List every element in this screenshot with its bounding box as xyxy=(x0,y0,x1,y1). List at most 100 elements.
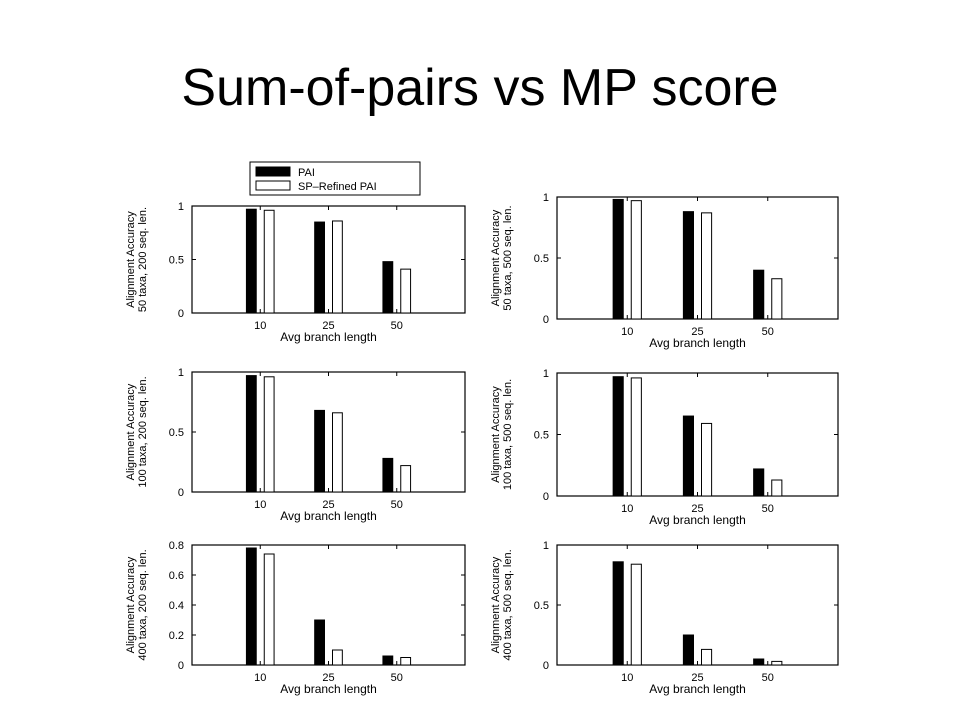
y-tick-label: 0.5 xyxy=(534,253,549,265)
chart-panel-5: 0 0.2 0.4 0.6 0.8 10 25 50 Avg branch length Alig… xyxy=(125,540,466,696)
axes-frame xyxy=(191,371,466,493)
y-tick-label: 0.4 xyxy=(169,600,184,612)
bar-sp-refined-pai xyxy=(630,200,642,320)
legend-label: SP–Refined PAI xyxy=(298,181,377,193)
y-axis-label: Alignment Accuracy xyxy=(125,383,137,480)
chart-panel-4: 0 0.5 1 10 25 50 Avg branch length Alignment Ac… xyxy=(490,368,839,527)
bar-sp-refined-pai xyxy=(263,376,275,493)
bar-sp-refined-pai xyxy=(771,660,783,666)
y-tick-label: 0.6 xyxy=(169,570,184,582)
y-tick-label: 0 xyxy=(543,314,549,326)
chart-panel-2: 0 0.5 1 10 25 50 Avg branch length Alignment Ac… xyxy=(490,192,839,350)
bar-pai xyxy=(612,198,624,320)
y-axis-label-sub: 50 taxa, 500 seq. len. xyxy=(502,205,514,310)
bar-pai xyxy=(245,208,257,314)
y-axis-label: Alignment Accuracy xyxy=(125,211,137,308)
axes-frame xyxy=(191,205,466,314)
x-axis-label: Avg branch length xyxy=(280,330,377,344)
y-tick-label: 1 xyxy=(178,367,184,379)
bar-pai xyxy=(314,221,325,314)
bar-sp-refined-pai xyxy=(630,563,642,666)
y-axis-label: Alignment Accuracy xyxy=(490,556,502,653)
y-axis-label-sub: 100 taxa, 200 seq. len. xyxy=(137,376,149,487)
x-tick-label: 10 xyxy=(254,499,266,511)
x-axis-label: Avg branch length xyxy=(649,336,746,350)
x-axis-label: Avg branch length xyxy=(280,682,377,696)
axes-frame xyxy=(556,196,839,320)
bar-pai xyxy=(753,269,765,320)
y-axis-label-sub: 50 taxa, 200 seq. len. xyxy=(137,207,149,312)
bar-sp-refined-pai xyxy=(630,377,642,497)
bar-sp-refined-pai xyxy=(400,465,412,493)
y-tick-label: 0.5 xyxy=(534,430,549,442)
y-axis-label: Alignment Accuracy xyxy=(490,209,502,306)
y-axis-label: Alignment Accuracy xyxy=(490,386,502,483)
x-tick-label: 10 xyxy=(621,326,633,338)
bar-pai xyxy=(682,634,694,666)
legend: PAI SP–Refined PAI xyxy=(249,161,421,196)
legend-label: PAI xyxy=(298,167,315,179)
y-tick-label: 0.5 xyxy=(534,600,549,612)
y-tick-label: 0 xyxy=(178,487,184,499)
chart-panel-3: 0 0.5 1 10 25 50 Avg branch length Alignment Ac… xyxy=(125,367,466,523)
x-axis-label: Avg branch length xyxy=(280,509,377,523)
bar-pai xyxy=(245,547,257,666)
axes-frame xyxy=(556,544,839,666)
x-axis-label: Avg branch length xyxy=(649,513,746,527)
bar-pai xyxy=(314,409,325,493)
bar-sp-refined-pai xyxy=(771,278,783,320)
y-axis-label-sub: 100 taxa, 500 seq. len. xyxy=(502,379,514,490)
legend-swatch-pai xyxy=(255,166,291,177)
bar-pai xyxy=(682,211,694,320)
y-tick-label: 0.5 xyxy=(169,427,184,439)
bar-sp-refined-pai xyxy=(332,220,343,314)
bar-sp-refined-pai xyxy=(263,209,275,314)
bar-pai xyxy=(612,376,624,497)
bar-pai xyxy=(753,658,765,666)
axes-frame xyxy=(191,544,466,666)
slide-title: Sum-of-pairs vs MP score xyxy=(181,59,779,117)
y-tick-label: 0 xyxy=(178,308,184,320)
x-tick-label: 10 xyxy=(254,672,266,684)
y-tick-label: 0 xyxy=(543,491,549,503)
bar-pai xyxy=(245,375,257,493)
bar-sp-refined-pai xyxy=(263,553,275,666)
bar-pai xyxy=(382,655,394,666)
bar-sp-refined-pai xyxy=(771,479,783,497)
bar-pai xyxy=(753,468,765,497)
y-tick-label: 0.2 xyxy=(169,630,184,642)
bar-sp-refined-pai xyxy=(332,649,343,666)
x-tick-label: 10 xyxy=(254,320,266,332)
y-tick-label: 1 xyxy=(543,192,549,204)
legend-swatch-sp-refined-pai xyxy=(255,180,291,191)
bar-pai xyxy=(382,261,394,314)
axes-frame xyxy=(556,372,839,497)
y-tick-label: 1 xyxy=(543,368,549,380)
chart-panel-6: 0 0.5 1 10 25 50 Avg branch length Alignment Ac… xyxy=(490,540,839,696)
x-tick-label: 25 xyxy=(691,672,703,684)
bar-pai xyxy=(682,415,694,497)
y-axis-label: Alignment Accuracy xyxy=(125,556,137,653)
x-tick-label: 50 xyxy=(762,503,774,515)
bar-sp-refined-pai xyxy=(701,648,713,666)
x-tick-label: 25 xyxy=(691,326,703,338)
y-tick-label: 1 xyxy=(543,540,549,552)
x-tick-label: 50 xyxy=(762,672,774,684)
bar-sp-refined-pai xyxy=(332,412,343,493)
bar-pai xyxy=(382,457,394,493)
x-tick-label: 25 xyxy=(691,503,703,515)
y-tick-label: 1 xyxy=(178,201,184,213)
x-tick-label: 50 xyxy=(391,320,403,332)
bar-sp-refined-pai xyxy=(701,422,713,497)
y-axis-label-sub: 400 taxa, 500 seq. len. xyxy=(502,549,514,660)
x-tick-label: 25 xyxy=(322,672,334,684)
chart-panel-1: 0 0.5 1 10 25 50 Avg branch length Alignment Ac… xyxy=(125,201,466,344)
bar-pai xyxy=(612,561,624,666)
x-tick-label: 50 xyxy=(391,672,403,684)
x-tick-label: 10 xyxy=(621,503,633,515)
bar-pai xyxy=(314,619,325,666)
x-tick-label: 25 xyxy=(322,320,334,332)
x-axis-label: Avg branch length xyxy=(649,682,746,696)
